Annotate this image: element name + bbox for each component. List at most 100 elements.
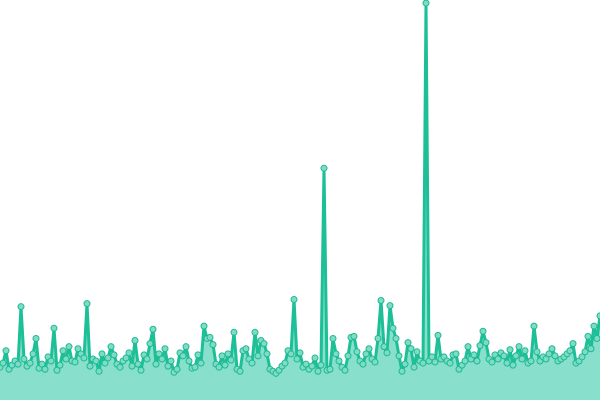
data-point	[500, 352, 508, 360]
data-point	[41, 365, 49, 373]
data-point	[308, 362, 316, 370]
data-point	[17, 303, 25, 311]
data-point	[197, 359, 205, 367]
data-point	[281, 359, 289, 367]
data-point	[221, 361, 229, 369]
data-point	[515, 343, 523, 351]
data-point	[494, 355, 502, 363]
data-point	[470, 351, 478, 359]
data-point	[329, 334, 337, 342]
data-point	[263, 350, 271, 358]
data-point	[0, 359, 7, 367]
data-point	[128, 362, 136, 370]
data-point	[236, 367, 244, 375]
data-point	[389, 324, 397, 332]
data-point	[116, 363, 124, 371]
data-point	[362, 350, 370, 358]
data-point	[152, 360, 160, 368]
data-point	[137, 366, 145, 374]
data-point	[509, 361, 517, 369]
data-point	[353, 348, 361, 356]
data-point	[506, 346, 514, 354]
data-point	[248, 359, 256, 367]
data-point	[200, 322, 208, 330]
data-point	[512, 352, 520, 360]
data-point	[146, 340, 154, 348]
data-point	[173, 365, 181, 373]
data-point	[503, 359, 511, 367]
data-point	[290, 295, 298, 303]
data-point	[86, 362, 94, 370]
data-point	[335, 357, 343, 365]
data-point	[260, 340, 268, 348]
data-point	[548, 345, 556, 353]
data-point	[407, 345, 415, 353]
data-point	[110, 351, 118, 359]
data-point	[398, 367, 406, 375]
data-point	[452, 350, 460, 358]
data-point	[545, 350, 553, 358]
data-point	[215, 363, 223, 371]
data-point	[404, 339, 412, 347]
data-point	[191, 363, 199, 371]
data-point	[428, 353, 436, 361]
data-point	[161, 345, 169, 353]
data-point	[125, 349, 133, 357]
data-point	[410, 363, 418, 371]
data-point	[476, 342, 484, 350]
data-point	[326, 365, 334, 373]
data-point	[377, 297, 385, 305]
data-point	[155, 350, 163, 358]
data-point	[413, 348, 421, 356]
data-point	[461, 357, 469, 365]
data-point	[395, 352, 403, 360]
data-point	[74, 345, 82, 353]
data-point	[62, 355, 70, 363]
data-point	[224, 350, 232, 358]
data-point	[38, 360, 46, 368]
data-point	[296, 349, 304, 357]
data-point	[164, 362, 172, 370]
data-point	[194, 351, 202, 359]
data-point	[374, 334, 382, 342]
data-point	[149, 325, 157, 333]
data-point	[29, 350, 37, 358]
data-point	[341, 366, 349, 374]
data-point	[80, 354, 88, 362]
data-point	[59, 347, 67, 355]
data-point	[446, 359, 454, 367]
data-point	[320, 164, 328, 172]
data-point	[71, 358, 79, 366]
data-point	[56, 361, 64, 369]
data-point	[122, 354, 130, 362]
data-point	[590, 322, 598, 330]
data-point	[242, 345, 250, 353]
data-point	[206, 333, 214, 341]
data-point	[551, 352, 559, 360]
data-point	[53, 366, 61, 374]
data-point	[314, 367, 322, 375]
data-point	[569, 340, 577, 348]
data-point	[209, 341, 217, 349]
data-point	[350, 332, 358, 340]
data-point	[581, 348, 589, 356]
data-point	[422, 0, 430, 7]
data-point	[392, 334, 400, 342]
data-point	[332, 350, 340, 358]
data-point	[542, 355, 550, 363]
data-point	[179, 352, 187, 360]
data-point	[383, 349, 391, 357]
data-point	[578, 353, 586, 361]
data-point	[311, 354, 319, 362]
data-point	[14, 360, 22, 368]
data-point	[365, 345, 373, 353]
data-point	[32, 334, 40, 342]
data-point	[107, 343, 115, 351]
data-point	[65, 343, 73, 351]
data-point	[518, 355, 526, 363]
data-point	[434, 331, 442, 339]
data-point	[473, 357, 481, 365]
data-point	[92, 357, 100, 365]
data-point	[20, 355, 28, 363]
data-point	[287, 350, 295, 358]
